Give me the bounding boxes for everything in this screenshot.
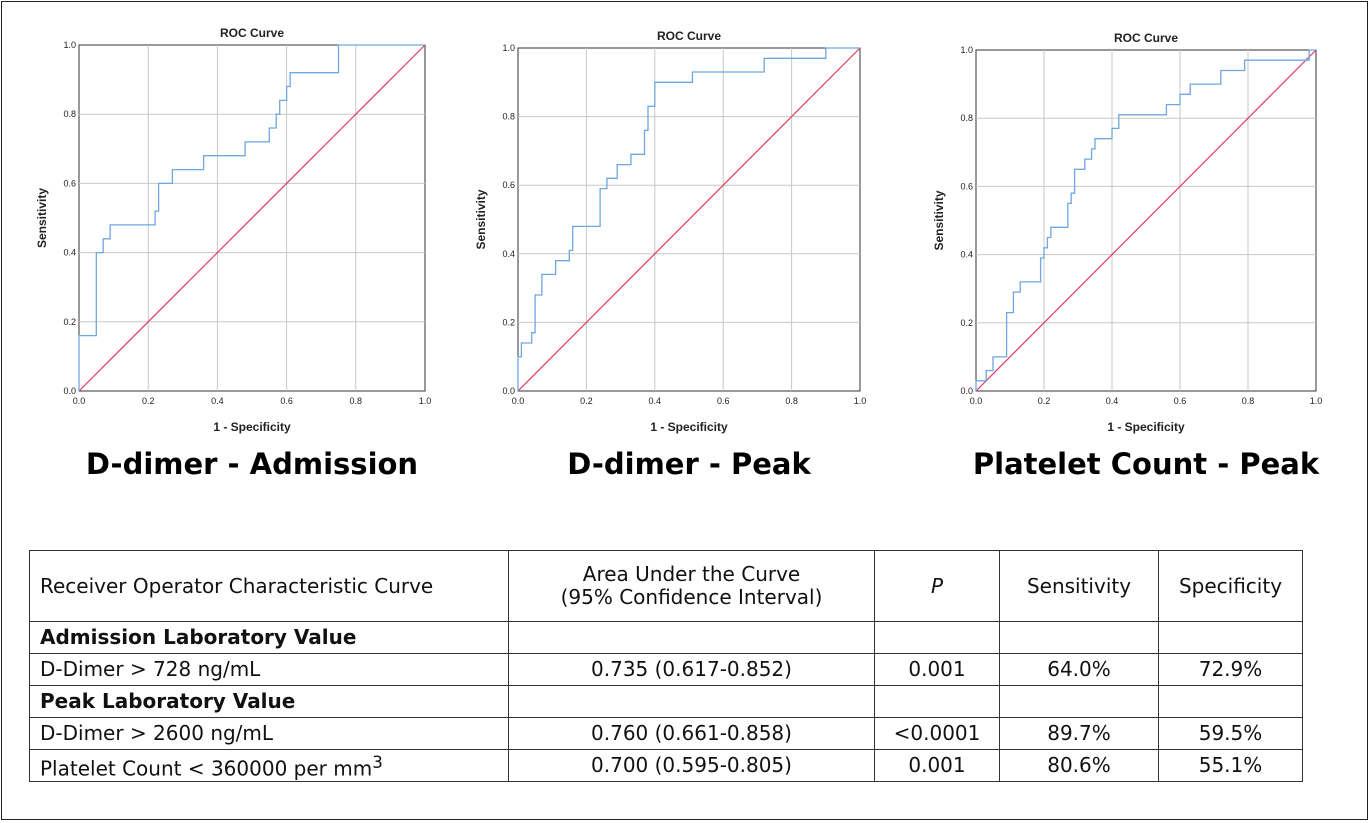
cell-auc: 0.760 (0.661-0.858) [508, 717, 875, 750]
cell-label: D-Dimer > 728 ng/mL [29, 653, 509, 686]
header-specificity: Specificity [1158, 550, 1303, 622]
x-tick-label: 0.6 [1174, 396, 1187, 406]
y-tick-label: 0.2 [960, 318, 973, 328]
x-tick-label: 0.2 [142, 396, 155, 406]
cell-auc: 0.700 (0.595-0.805) [508, 749, 875, 782]
y-tick-label: 0.4 [63, 248, 76, 258]
header-auc-line2: (95% Confidence Interval) [560, 585, 823, 609]
chart-caption: D-dimer - Peak [567, 447, 811, 481]
y-tick-label: 0.4 [502, 249, 515, 259]
table-header-row: Receiver Operator Characteristic Curve A… [29, 550, 1303, 622]
x-tick-label: 0.8 [350, 396, 363, 406]
cell-sensitivity: 80.6% [999, 749, 1159, 782]
x-tick-label: 0.2 [580, 396, 593, 406]
y-tick-label: 0.0 [63, 386, 76, 396]
x-tick-label: 1.0 [854, 396, 867, 406]
x-tick-label: 0.0 [970, 396, 983, 406]
cell-specificity: 59.5% [1158, 717, 1303, 750]
y-tick-label: 1.0 [502, 43, 515, 53]
x-axis-label: 1 - Specificity [213, 420, 291, 434]
roc-chart-svg: 0.0 0.2 0.4 0.6 0.8 1.0 0.0 0.2 0.4 0.6 0.8 1.0 ROC … [35, 26, 432, 434]
x-tick-label: 0.0 [73, 396, 86, 406]
cell-specificity: 55.1% [1158, 749, 1303, 782]
x-tick-label: 0.4 [1106, 396, 1119, 406]
x-axis-label: 1 - Specificity [650, 420, 728, 434]
y-tick-label: 0.2 [63, 317, 76, 327]
cell-label-text: Platelet Count < 360000 per mm [40, 756, 373, 781]
y-tick-label: 0.6 [63, 178, 76, 188]
cell-p: 0.001 [874, 653, 1000, 686]
header-auc: Area Under the Curve (95% Confidence Inte… [508, 550, 875, 622]
y-tick-label: 0.0 [960, 386, 973, 396]
header-roc-curve: Receiver Operator Characteristic Curve [29, 550, 509, 622]
chart-title: ROC Curve [1114, 31, 1178, 45]
reference-line [975, 49, 1317, 392]
roc-chart-svg: 0.0 0.2 0.4 0.6 0.8 1.0 0.0 0.2 0.4 0.6 0.8 1.0 ROC … [932, 31, 1323, 434]
cell-label: Platelet Count < 360000 per mm3 [29, 749, 509, 782]
roc-curve-line [975, 49, 1316, 391]
cell-auc: 0.735 (0.617-0.852) [508, 653, 875, 686]
cell-label: D-Dimer > 2600 ng/mL [29, 717, 509, 750]
y-tick-label: 1.0 [960, 45, 973, 55]
cell-sensitivity: 89.7% [999, 717, 1159, 750]
y-tick-label: 0.8 [502, 112, 515, 122]
roc-chart-platelet-peak: 0.0 0.2 0.4 0.6 0.8 1.0 0.0 0.2 0.4 0.6 0.8 1.0 ROC … [932, 31, 1323, 434]
reference-line [78, 44, 426, 392]
cell-sensitivity: 64.0% [999, 653, 1159, 686]
y-tick-label: 0.0 [502, 386, 515, 396]
roc-chart-svg: 0.0 0.2 0.4 0.6 0.8 1.0 0.0 0.2 0.4 0.6 0.8 1.0 ROC … [474, 29, 867, 434]
roc-results-table: Receiver Operator Characteristic Curve A… [29, 550, 1303, 782]
chart-caption: D-dimer - Admission [85, 447, 419, 481]
chart-caption: Platelet Count - Peak [972, 447, 1320, 481]
y-tick-label: 0.2 [502, 317, 515, 327]
section-admission: Admission Laboratory Value [29, 621, 509, 654]
reference-line [517, 47, 861, 392]
roc-chart-ddimer-admission: 0.0 0.2 0.4 0.6 0.8 1.0 0.0 0.2 0.4 0.6 0.8 1.0 ROC … [35, 26, 432, 434]
cell-label-superscript: 3 [372, 752, 383, 772]
header-p: P [874, 550, 1000, 622]
y-tick-label: 0.8 [960, 113, 973, 123]
table-row: D-Dimer > 2600 ng/mL 0.760 (0.661-0.858)… [29, 717, 1303, 750]
x-tick-label: 0.2 [1038, 396, 1051, 406]
table-row: Platelet Count < 360000 per mm3 0.700 (0… [29, 749, 1303, 782]
x-tick-label: 1.0 [419, 396, 432, 406]
roc-chart-ddimer-peak: 0.0 0.2 0.4 0.6 0.8 1.0 0.0 0.2 0.4 0.6 0.8 1.0 ROC … [474, 29, 867, 434]
y-axis-label: Sensitivity [474, 189, 488, 249]
y-tick-label: 0.4 [960, 250, 973, 260]
roc-curve-line [78, 44, 425, 391]
x-tick-label: 1.0 [1310, 396, 1323, 406]
x-tick-label: 0.8 [1242, 396, 1255, 406]
cell-p: 0.001 [874, 749, 1000, 782]
header-auc-line1: Area Under the Curve [582, 562, 801, 586]
x-tick-label: 0.6 [280, 396, 293, 406]
chart-title: ROC Curve [657, 29, 721, 43]
roc-curve-line [517, 47, 860, 391]
chart-title: ROC Curve [220, 26, 284, 40]
x-tick-label: 0.6 [717, 396, 730, 406]
y-axis-label: Sensitivity [932, 190, 946, 250]
cell-p: <0.0001 [874, 717, 1000, 750]
y-tick-label: 1.0 [63, 40, 76, 50]
x-axis-label: 1 - Specificity [1107, 420, 1185, 434]
y-tick-label: 0.6 [502, 180, 515, 190]
x-tick-label: 0.4 [211, 396, 224, 406]
table-section-row: Admission Laboratory Value [29, 621, 1303, 654]
x-tick-label: 0.4 [649, 396, 662, 406]
x-tick-label: 0.0 [512, 396, 525, 406]
section-peak: Peak Laboratory Value [29, 685, 509, 718]
y-tick-label: 0.8 [63, 109, 76, 119]
y-axis-label: Sensitivity [35, 188, 49, 248]
x-tick-label: 0.8 [785, 396, 798, 406]
cell-specificity: 72.9% [1158, 653, 1303, 686]
y-tick-label: 0.6 [960, 181, 973, 191]
header-sensitivity: Sensitivity [999, 550, 1159, 622]
table-section-row: Peak Laboratory Value [29, 685, 1303, 718]
table-row: D-Dimer > 728 ng/mL 0.735 (0.617-0.852) … [29, 653, 1303, 686]
